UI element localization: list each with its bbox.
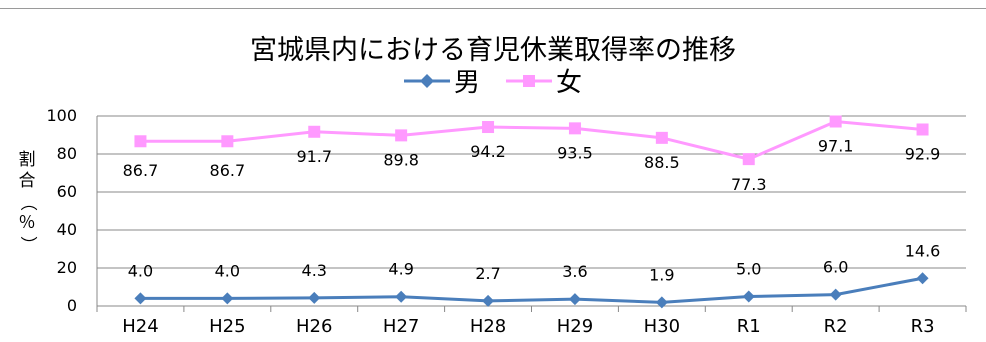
y-tick-label: 80	[57, 144, 77, 163]
data-point-male	[655, 296, 668, 309]
data-point-female	[655, 131, 668, 144]
legend-item-female: 女	[506, 62, 582, 99]
data-point-male	[134, 292, 147, 305]
series-line-male	[140, 276, 923, 304]
data-point-female	[395, 129, 408, 142]
x-tick-label: H27	[383, 316, 419, 337]
chart-title: 宮城県内における育児休業取得率の推移	[250, 35, 736, 66]
series-line-female	[140, 119, 923, 161]
x-tick-label: H24	[122, 316, 158, 337]
data-point-female	[221, 135, 234, 148]
x-tick-label: H26	[296, 316, 332, 337]
x-tick-label: R3	[911, 316, 935, 337]
data-label-female: 94.2	[470, 142, 506, 161]
data-point-male	[308, 291, 321, 304]
data-label-male: 1.9	[649, 265, 674, 284]
data-label-female: 97.1	[818, 137, 854, 156]
data-label-female: 77.3	[731, 175, 767, 194]
legend-female-marker-icon	[506, 74, 552, 87]
y-axis-label: 割合（％）	[17, 150, 38, 253]
data-point-male	[221, 292, 234, 305]
legend: 男 女	[0, 62, 986, 99]
y-tick-label: 60	[57, 182, 77, 201]
legend-male-label: 男	[453, 68, 480, 98]
data-point-male	[482, 294, 495, 307]
data-point-female	[829, 115, 842, 128]
top-border	[0, 8, 986, 9]
data-label-female: 92.9	[905, 144, 941, 163]
legend-item-male: 男	[403, 62, 480, 99]
data-label-female: 86.7	[123, 161, 159, 180]
data-point-male	[829, 288, 842, 301]
data-label-male: 4.3	[302, 261, 327, 280]
y-tick-label: 0	[67, 296, 77, 315]
x-tick-label: R1	[737, 316, 761, 337]
data-label-male: 6.0	[823, 258, 848, 277]
x-tick-label: H25	[209, 316, 245, 337]
data-point-male	[916, 272, 929, 285]
data-label-male: 4.0	[215, 261, 240, 280]
data-label-male: 2.7	[475, 264, 500, 283]
data-point-male	[568, 293, 581, 306]
data-point-male	[395, 290, 408, 303]
data-label-male: 4.0	[128, 261, 153, 280]
data-label-female: 86.7	[210, 161, 246, 180]
data-label-female: 91.7	[296, 147, 332, 166]
legend-female-label: 女	[556, 68, 583, 98]
data-label-female: 89.8	[383, 150, 419, 169]
data-point-female	[482, 121, 495, 134]
data-label-male: 5.0	[736, 260, 761, 279]
data-point-female	[568, 122, 581, 135]
legend-male-marker-icon	[403, 73, 450, 88]
data-label-female: 88.5	[644, 153, 680, 172]
data-point-female	[916, 123, 929, 136]
x-tick-label: R2	[824, 316, 848, 337]
y-tick-label: 100	[46, 106, 77, 125]
data-label-male: 14.6	[905, 241, 941, 260]
y-tick-label: 20	[57, 258, 77, 277]
data-label-female: 93.5	[557, 143, 593, 162]
data-point-male	[742, 290, 755, 303]
x-tick-label: H30	[644, 316, 680, 337]
x-tick-label: H28	[470, 316, 506, 337]
y-tick-label: 40	[57, 220, 77, 239]
data-point-female	[308, 125, 321, 138]
x-tick-label: H29	[557, 316, 593, 337]
data-label-male: 3.6	[562, 262, 587, 281]
data-point-female	[134, 135, 147, 148]
data-point-female	[742, 153, 755, 166]
data-label-male: 4.9	[388, 260, 413, 279]
